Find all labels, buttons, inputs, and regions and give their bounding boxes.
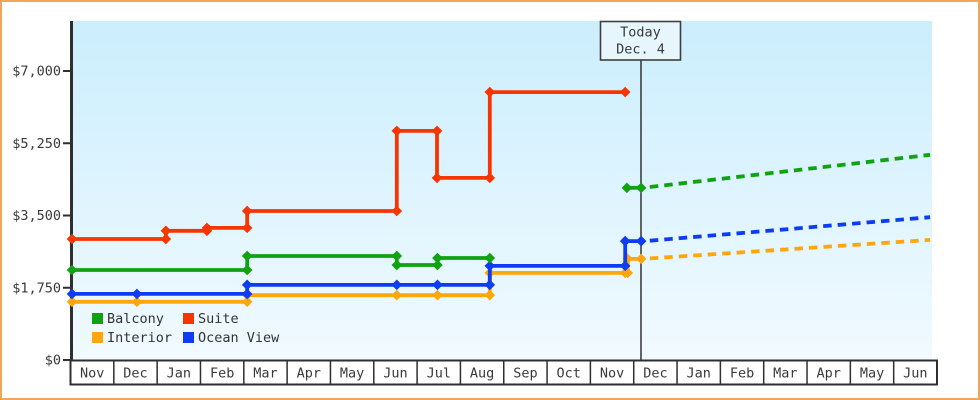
balcony-color-swatch-icon [92,313,103,324]
data-point-marker-suite [619,86,631,98]
data-point-marker-balcony [391,259,403,271]
plot-area [71,21,932,360]
data-point-marker-ocean-view [619,260,631,272]
data-point-marker-suite [160,225,172,237]
month-label-jul: Jul [427,366,451,382]
data-point-marker-balcony [621,182,633,194]
data-point-marker-ocean-view [131,288,143,300]
month-label-jun: Jun [383,366,407,382]
data-point-marker-interior [391,289,403,301]
y-tick-label: $0 [45,353,61,369]
interior-color-swatch-icon [92,332,103,343]
data-point-marker-ocean-view [432,279,443,291]
prediction-line-interior [649,238,931,261]
month-label-dec: Dec [643,366,667,382]
month-label-nov: Nov [80,366,104,382]
data-point-marker-ocean-view [241,279,253,291]
prediction-line-balcony [649,152,931,189]
month-label-apr: Apr [816,366,840,382]
data-point-marker-suite [431,125,443,137]
month-label-mar: Mar [773,366,797,382]
legend-item-balcony: Balcony [92,310,164,327]
data-point-marker-balcony [432,252,443,264]
series-line-suite [72,90,626,241]
data-point-marker-interior [432,289,443,301]
y-tick-label: $1,750 [12,280,61,296]
prediction-line-ocean-view [649,215,931,243]
data-point-marker-interior [635,253,647,265]
legend-label-balcony: Balcony [107,310,164,327]
suite-color-swatch-icon [183,313,194,324]
data-point-marker-suite [160,233,172,245]
data-point-marker-balcony [241,250,253,262]
y-axis: $0 $1,750 $3,500 $5,250 $7,000 [12,64,71,369]
data-point-marker-ocean-view [391,279,403,291]
data-point-marker-balcony [241,264,253,276]
data-point-marker-ocean-view [619,235,631,247]
month-label-jun: Jun [903,366,927,382]
today-label-box: Today Dec. 4 [599,20,682,61]
data-point-marker-ocean-view [484,279,496,291]
month-label-nov: Nov [600,366,624,382]
month-label-sep: Sep [513,366,537,382]
data-point-marker-suite [241,205,253,217]
data-point-marker-suite [66,233,78,245]
legend-item-interior: Interior [92,329,173,346]
data-point-marker-suite [241,222,253,234]
month-label-jan: Jan [687,366,711,382]
month-label-dec: Dec [123,366,147,382]
legend-label-interior: Interior [107,329,173,346]
data-point-marker-ocean-view [66,288,78,300]
data-point-marker-suite [391,125,403,137]
legend-label-ocean-view: Ocean View [198,329,280,346]
x-axis-month-row: Nov Dec Jan Feb Mar Apr May Jun Jul Aug Sep Oct Nov D… [69,359,938,386]
data-point-marker-balcony [484,252,496,264]
data-point-marker-suite [484,86,496,98]
data-point-marker-balcony [432,259,443,271]
data-point-marker-suite [431,172,443,184]
series-ocean-view [66,215,931,300]
data-point-marker-suite [391,205,403,217]
today-box [599,20,682,61]
month-label-aug: Aug [470,366,494,382]
month-label-mar: Mar [253,366,277,382]
price-series [66,86,931,308]
legend-label-suite: Suite [198,310,239,327]
ocean-view-color-swatch-icon [183,332,194,343]
y-tick-label: $5,250 [12,136,61,152]
month-label-may: May [340,366,364,382]
data-point-marker-suite [201,222,213,234]
data-point-marker-balcony [635,182,647,194]
data-point-marker-interior [241,296,253,308]
series-balcony [66,152,931,276]
series-suite [66,86,631,245]
today-box-line2: Dec. 4 [616,42,665,58]
month-label-apr: Apr [297,366,321,382]
legend-item-ocean-view: Ocean View [183,329,280,346]
data-point-marker-ocean-view [635,235,647,247]
data-point-marker-balcony [391,250,403,262]
series-interior [66,238,931,308]
data-point-marker-ocean-view [241,288,253,300]
data-point-marker-ocean-view [484,260,496,272]
month-label-may: May [860,366,884,382]
month-label-jan: Jan [167,366,191,382]
legend-item-suite: Suite [183,310,239,327]
data-point-marker-suite [484,172,496,184]
month-label-feb: Feb [730,366,754,382]
data-point-marker-interior [66,296,78,308]
y-tick-label: $7,000 [12,64,61,80]
month-label-oct: Oct [557,366,581,382]
data-point-marker-balcony [66,264,78,276]
data-point-marker-interior [131,296,143,308]
y-tick-label: $3,500 [12,208,61,224]
month-label-feb: Feb [210,366,234,382]
today-box-line1: Today [620,25,661,41]
data-point-marker-interior [484,289,496,301]
